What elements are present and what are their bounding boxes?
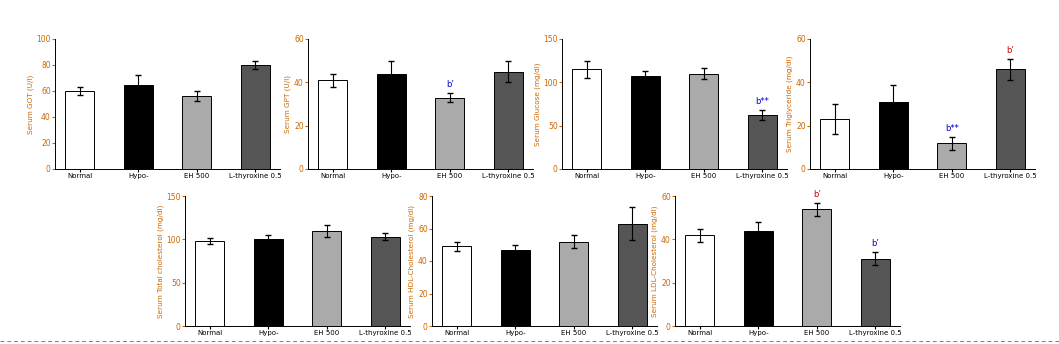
Bar (995, 69, 1025, 169)
Y-axis label: Serum HDL-Cholesterol (mg/dl): Serum HDL-Cholesterol (mg/dl) (409, 204, 415, 318)
Bar (748, 115, 776, 169)
Bar (371, 237, 400, 326)
Text: b’: b’ (446, 80, 453, 89)
Bar (821, 119, 849, 169)
Bar (879, 102, 908, 169)
Bar (937, 143, 966, 169)
Text: b**: b** (755, 97, 769, 106)
Bar (743, 231, 773, 326)
Bar (312, 231, 341, 326)
Y-axis label: Serum Glucose (mg/dl): Serum Glucose (mg/dl) (534, 62, 540, 146)
Bar (66, 91, 94, 169)
Y-axis label: Serum Triglyceride (mg/dl): Serum Triglyceride (mg/dl) (787, 56, 793, 152)
Bar (182, 96, 212, 169)
Bar (435, 97, 464, 169)
Bar (377, 74, 406, 169)
Bar (617, 224, 647, 326)
Bar (124, 85, 152, 169)
Y-axis label: Serum GPT (U/l): Serum GPT (U/l) (285, 75, 291, 133)
Bar (493, 72, 523, 169)
Bar (318, 80, 347, 169)
Text: b’: b’ (813, 190, 821, 198)
Text: b’: b’ (1006, 46, 1015, 55)
Bar (685, 235, 715, 326)
Bar (254, 239, 283, 326)
Bar (443, 246, 471, 326)
Text: b**: b** (945, 123, 958, 132)
Text: b’: b’ (872, 239, 879, 248)
Bar (501, 250, 530, 326)
Bar (240, 65, 270, 169)
Bar (572, 69, 602, 169)
Bar (689, 74, 718, 169)
Bar (195, 241, 225, 326)
Y-axis label: Serum Total cholesterol (mg/dl): Serum Total cholesterol (mg/dl) (157, 204, 163, 318)
Y-axis label: Serum GOT (U/l): Serum GOT (U/l) (28, 74, 34, 133)
Bar (861, 259, 890, 326)
Bar (631, 76, 660, 169)
Y-axis label: Serum LDL-Cholesterol (mg/dl): Serum LDL-Cholesterol (mg/dl) (651, 205, 659, 317)
Bar (559, 241, 589, 326)
Bar (802, 209, 831, 326)
